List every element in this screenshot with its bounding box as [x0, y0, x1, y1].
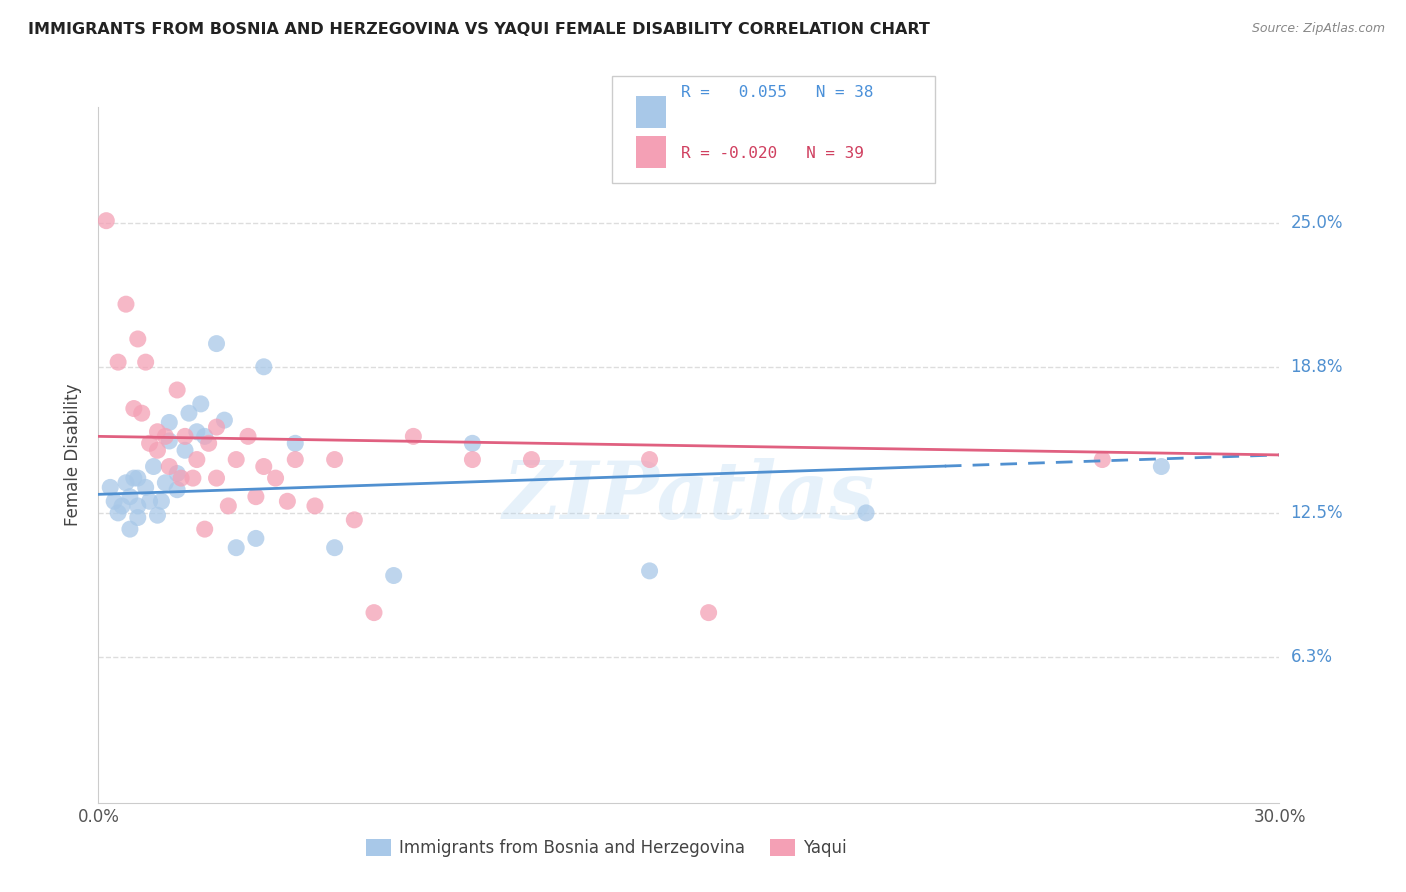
Point [138, 436, 160, 450]
Point [107, 355, 129, 369]
Point [402, 429, 425, 443]
Point [697, 606, 720, 620]
Point [253, 459, 276, 474]
Point [1091, 452, 1114, 467]
Point [236, 429, 259, 443]
Point [115, 475, 138, 490]
Point [146, 425, 169, 439]
Point [98, 480, 121, 494]
Point [118, 490, 141, 504]
Text: 6.3%: 6.3% [1291, 648, 1333, 665]
Point [382, 568, 405, 582]
Point [323, 452, 346, 467]
Point [150, 494, 173, 508]
Point [157, 459, 180, 474]
Point [170, 471, 193, 485]
Point [127, 510, 149, 524]
Point [520, 452, 543, 467]
Point [127, 499, 149, 513]
Point [194, 429, 217, 443]
Point [363, 606, 385, 620]
Point [186, 452, 208, 467]
Point [638, 452, 661, 467]
Point [225, 541, 247, 555]
Point [194, 522, 217, 536]
Point [284, 452, 307, 467]
Point [638, 564, 661, 578]
Point [214, 413, 236, 427]
Point [122, 401, 145, 416]
Point [146, 508, 169, 523]
Text: IMMIGRANTS FROM BOSNIA AND HERZEGOVINA VS YAQUI FEMALE DISABILITY CORRELATION CH: IMMIGRANTS FROM BOSNIA AND HERZEGOVINA V… [28, 22, 929, 37]
Point [157, 416, 180, 430]
Point [111, 499, 134, 513]
Point [205, 471, 228, 485]
Point [127, 471, 149, 485]
Point [131, 406, 153, 420]
Point [174, 429, 197, 443]
Point [205, 336, 228, 351]
Point [146, 443, 169, 458]
Point [284, 436, 307, 450]
Point [264, 471, 287, 485]
Point [245, 490, 267, 504]
Point [115, 297, 138, 311]
Point [253, 359, 276, 374]
Point [174, 443, 197, 458]
Point [217, 499, 239, 513]
Text: Source: ZipAtlas.com: Source: ZipAtlas.com [1251, 22, 1385, 36]
Point [461, 452, 484, 467]
Point [118, 522, 141, 536]
Point [96, 213, 118, 227]
Point [107, 506, 129, 520]
Point [181, 471, 204, 485]
Point [127, 332, 149, 346]
Text: 25.0%: 25.0% [1291, 214, 1343, 232]
Point [461, 436, 484, 450]
Text: 18.8%: 18.8% [1291, 358, 1343, 376]
Point [323, 541, 346, 555]
Text: ZIPatlas: ZIPatlas [503, 458, 875, 535]
Legend: Immigrants from Bosnia and Herzegovina, Yaqui: Immigrants from Bosnia and Herzegovina, … [359, 832, 853, 864]
Point [135, 355, 157, 369]
Point [276, 494, 298, 508]
Point [197, 436, 219, 450]
Point [166, 483, 188, 497]
Point [1150, 459, 1173, 474]
Point [138, 494, 160, 508]
Point [135, 480, 157, 494]
Point [142, 459, 165, 474]
Point [103, 494, 125, 508]
Point [157, 434, 180, 448]
Y-axis label: Female Disability: Female Disability [65, 384, 83, 526]
Point [225, 452, 247, 467]
Text: R =   0.055   N = 38: R = 0.055 N = 38 [681, 85, 873, 100]
Point [245, 532, 267, 546]
Point [190, 397, 212, 411]
Text: R = -0.020   N = 39: R = -0.020 N = 39 [681, 146, 863, 161]
Point [122, 471, 145, 485]
Point [155, 475, 177, 490]
Text: 12.5%: 12.5% [1291, 504, 1343, 522]
Point [343, 513, 366, 527]
Point [155, 429, 177, 443]
Point [186, 425, 208, 439]
Point [166, 383, 188, 397]
Point [166, 467, 188, 481]
Point [304, 499, 326, 513]
Point [205, 420, 228, 434]
Point [855, 506, 877, 520]
Point [177, 406, 200, 420]
